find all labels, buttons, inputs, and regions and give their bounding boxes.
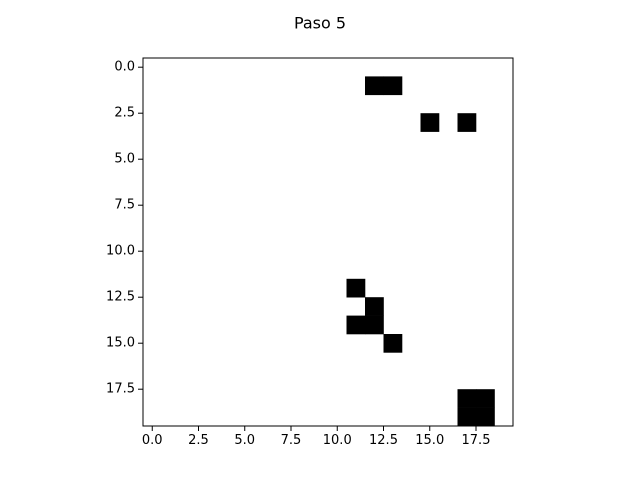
cell-on bbox=[383, 334, 403, 353]
x-tick-label: 15.0 bbox=[415, 433, 444, 448]
y-tick-label: 17.5 bbox=[106, 382, 135, 397]
cell-on bbox=[476, 407, 495, 427]
y-tick-label: 10.0 bbox=[106, 244, 135, 259]
x-tick-label: 17.5 bbox=[462, 433, 491, 448]
y-tick-label: 7.5 bbox=[114, 198, 135, 213]
x-axis: 0.0 2.5 5.0 7.5 10.0 12.5 15.0 17.5 bbox=[142, 426, 491, 448]
y-tick-label: 0.0 bbox=[114, 60, 135, 75]
cell-on bbox=[457, 407, 477, 427]
chart-title: Paso 5 bbox=[294, 14, 346, 33]
y-tick-label: 2.5 bbox=[114, 106, 135, 121]
cell-on bbox=[383, 76, 403, 96]
x-tick-label: 0.0 bbox=[142, 433, 163, 448]
x-tick-label: 5.0 bbox=[234, 433, 255, 448]
x-tick-label: 10.0 bbox=[323, 433, 352, 448]
plot-background bbox=[143, 58, 513, 426]
cell-on bbox=[476, 389, 495, 408]
x-tick-label: 7.5 bbox=[281, 433, 302, 448]
plot-frame bbox=[142, 57, 514, 427]
cell-on bbox=[420, 113, 440, 132]
cell-on bbox=[365, 297, 384, 316]
y-tick-label: 15.0 bbox=[106, 336, 135, 351]
cell-on bbox=[346, 278, 366, 298]
y-axis: 0.0 2.5 5.0 7.5 10.0 12.5 15.0 17.5 bbox=[106, 60, 143, 397]
cell-on bbox=[365, 76, 384, 96]
x-tick-label: 12.5 bbox=[369, 433, 398, 448]
cell-on bbox=[457, 389, 477, 408]
cell-on bbox=[346, 315, 366, 335]
cell-on bbox=[365, 315, 384, 335]
y-tick-label: 12.5 bbox=[106, 290, 135, 305]
cells-layer bbox=[346, 76, 495, 427]
cell-on bbox=[457, 113, 477, 132]
x-tick-label: 2.5 bbox=[188, 433, 209, 448]
y-tick-label: 5.0 bbox=[114, 152, 135, 167]
